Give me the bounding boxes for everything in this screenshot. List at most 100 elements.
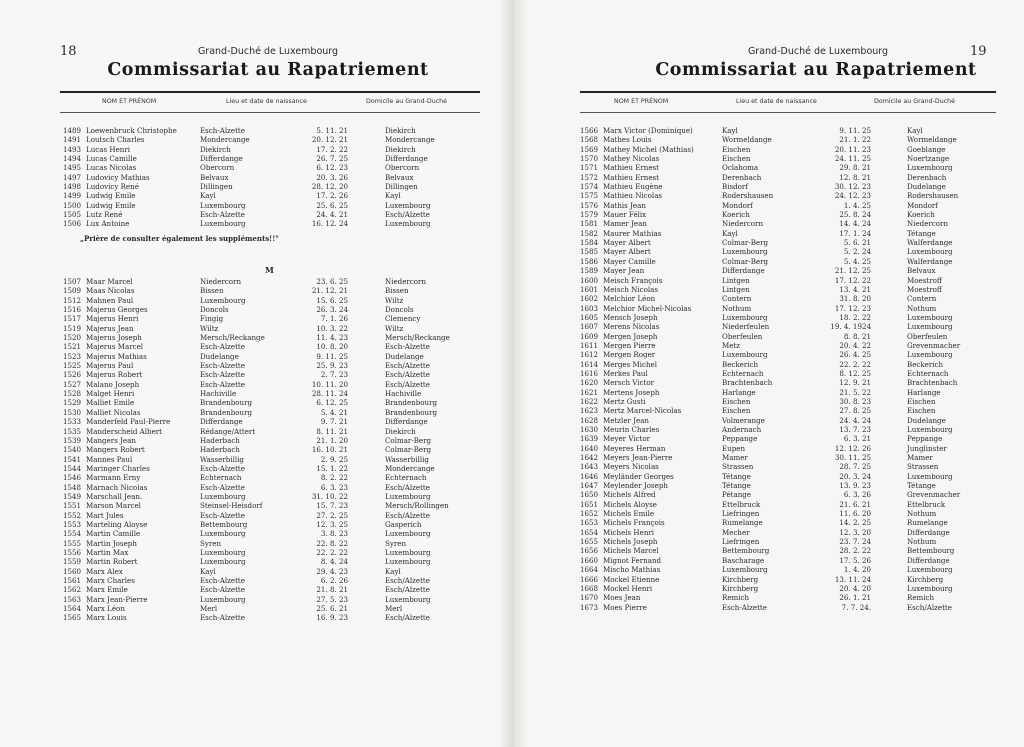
domicile: Luxembourg xyxy=(907,322,953,332)
entry-number: 1602 xyxy=(580,294,599,304)
entry-name: Malliet Nicolas xyxy=(86,407,141,417)
entry-number: 1584 xyxy=(580,238,599,248)
domicile: Eischen xyxy=(907,406,936,416)
domicile: Luxembourg xyxy=(907,471,953,481)
domicile: Koerich xyxy=(907,210,935,220)
entry-number: 1526 xyxy=(63,370,82,380)
birth-place: Wormeldange xyxy=(722,135,772,145)
domicile: Kirchberg xyxy=(907,574,944,584)
entry-number: 1552 xyxy=(63,510,82,520)
birth-date: 5. 4. 21 xyxy=(320,407,348,417)
domicile: Niedercorn xyxy=(907,219,949,229)
birth-date: 8. 4. 24 xyxy=(320,557,348,567)
entry-number: 1565 xyxy=(63,613,82,623)
domicile: Dillingen xyxy=(385,182,418,192)
birth-date: 7. 7. 24. xyxy=(841,602,871,612)
entry-number: 1493 xyxy=(63,144,82,154)
birth-place: Syren xyxy=(200,538,222,548)
birth-place: Tétange xyxy=(722,471,751,481)
list-item: 1630 Meurin Charles Andernach 13. 7. 23 Luxe… xyxy=(580,425,1010,434)
birth-date: 17. 2. 26 xyxy=(316,191,348,201)
list-item: 1505 Lutz René Esch-Alzette 24. 4. 21 Esch/A… xyxy=(63,210,493,219)
domicile: Echternach xyxy=(907,368,949,378)
entry-name: Majerus Robert xyxy=(86,370,143,380)
domicile: Oberfeulen xyxy=(907,331,948,341)
entry-number: 1551 xyxy=(63,501,82,511)
entry-number: 1643 xyxy=(580,462,599,472)
entry-name: Marx Louis xyxy=(86,613,127,623)
entry-number: 1489 xyxy=(63,126,82,135)
list-item: 1517 Majerus Henri Fingig 7. 1. 26 Clemency xyxy=(63,314,493,323)
domicile: Kayl xyxy=(385,566,401,576)
domicile: Brachtenbach xyxy=(907,378,958,388)
domicile: Strassen xyxy=(907,462,939,472)
birth-place: Esch-Alzette xyxy=(200,613,245,623)
entry-number: 1576 xyxy=(580,200,599,210)
list-item: 1574 Mathieu Eugène Bisdorf 30. 12. 23 Dudel… xyxy=(580,182,1010,191)
birth-date: 9. 11. 25 xyxy=(839,126,871,135)
list-item: 1646 Meyländer Georges Tétange 20. 3. 24 Lux… xyxy=(580,472,1010,481)
birth-place: Luxembourg xyxy=(200,491,246,501)
entry-name: Malliet Emile xyxy=(86,398,135,408)
birth-place: Volmerange xyxy=(722,415,765,425)
entry-name: Lucas Nicolas xyxy=(86,163,137,173)
birth-place: Mondercange xyxy=(200,135,250,145)
entry-number: 1512 xyxy=(63,295,82,305)
birth-date: 6. 3. 26 xyxy=(843,490,871,500)
entry-number: 1494 xyxy=(63,154,82,164)
birth-place: Differdange xyxy=(722,266,765,276)
list-item: 1548 Marnach Nicolas Esch-Alzette 6. 3. 23 E… xyxy=(63,483,493,492)
list-item: 1525 Majerus Paul Esch-Alzette 25. 9. 23 Esc… xyxy=(63,361,493,370)
birth-date: 9. 11. 25 xyxy=(316,351,348,361)
register-list: 1566 Marx Victor (Dominique) Kayl 9. 11. 25… xyxy=(580,126,1010,612)
birth-place: Haderbach xyxy=(200,445,240,455)
entry-name: Mertens Joseph xyxy=(603,387,660,397)
domicile: Mersch/Reckange xyxy=(385,333,450,343)
entry-name: Majerus Georges xyxy=(86,305,148,315)
list-item: 1521 Majerus Marcel Esch-Alzette 10. 8. 20 E… xyxy=(63,342,493,351)
birth-date: 12. 8. 21 xyxy=(839,172,871,182)
entry-number: 1614 xyxy=(580,359,599,369)
domicile: Mamer xyxy=(907,453,933,463)
entry-number: 1609 xyxy=(580,331,599,341)
entry-number: 1579 xyxy=(580,210,599,220)
birth-date: 5. 11. 21 xyxy=(316,126,348,135)
entry-name: Moes Pierre xyxy=(603,602,647,612)
entry-name: Mannes Paul xyxy=(86,454,133,464)
birth-place: Bettembourg xyxy=(722,546,770,556)
birth-place: Rumelange xyxy=(722,518,763,528)
domicile: Moestroff xyxy=(907,284,942,294)
list-item: 1509 Maas Nicolas Bissen 21. 12. 21 Bissen xyxy=(63,286,493,295)
birth-date: 26. 3. 24 xyxy=(316,305,348,315)
entry-name: Meyers Nicolas xyxy=(603,462,659,472)
list-item: 1494 Lucas Camille Differdange 26. 7. 25 Dif… xyxy=(63,154,493,163)
birth-place: Wiltz xyxy=(200,323,219,333)
list-item: 1530 Malliet Nicolas Brandenbourg 5. 4. 21 B… xyxy=(63,408,493,417)
birth-date: 26. 4. 25 xyxy=(839,350,871,360)
list-item: 1556 Martin Max Luxembourg 22. 2. 22 Luxembo… xyxy=(63,548,493,557)
domicile: Kayl xyxy=(385,191,401,201)
birth-place: Luxembourg xyxy=(200,557,246,567)
entry-number: 1652 xyxy=(580,509,599,519)
entry-number: 1654 xyxy=(580,527,599,537)
birth-date: 21. 12. 21 xyxy=(311,286,348,296)
birth-place: Luxembourg xyxy=(722,350,768,360)
entry-name: Manderscheid Albert xyxy=(86,426,163,436)
birth-place: Eischen xyxy=(722,154,751,164)
domicile: Luxembourg xyxy=(385,200,431,210)
page-title: Commissariat au Rapatriement xyxy=(107,60,429,80)
birth-place: Peppange xyxy=(722,434,758,444)
entry-number: 1664 xyxy=(580,565,599,575)
domicile: Belvaux xyxy=(385,172,414,182)
list-item: 1603 Melchior Michel-Nicolas Nothum 17. 12.… xyxy=(580,304,1010,313)
list-item: 1582 Maurer Mathias Kayl 17. 1. 24 Tétange xyxy=(580,229,1010,238)
list-item: 1562 Marx Emile Esch-Alzette 21. 8. 21 Esch/… xyxy=(63,585,493,594)
birth-date: 13. 11. 24 xyxy=(834,574,871,584)
list-item: 1541 Mannes Paul Wasserbillig 2. 9. 25 Wasse… xyxy=(63,455,493,464)
list-item: 1652 Michels Emile Liefringen 11. 6. 20 Noth… xyxy=(580,509,1010,518)
birth-date: 13. 4. 21 xyxy=(839,284,871,294)
entry-number: 1491 xyxy=(63,135,82,145)
birth-place: Hachiville xyxy=(200,389,237,399)
birth-place: Kayl xyxy=(200,566,216,576)
entry-number: 1607 xyxy=(580,322,599,332)
